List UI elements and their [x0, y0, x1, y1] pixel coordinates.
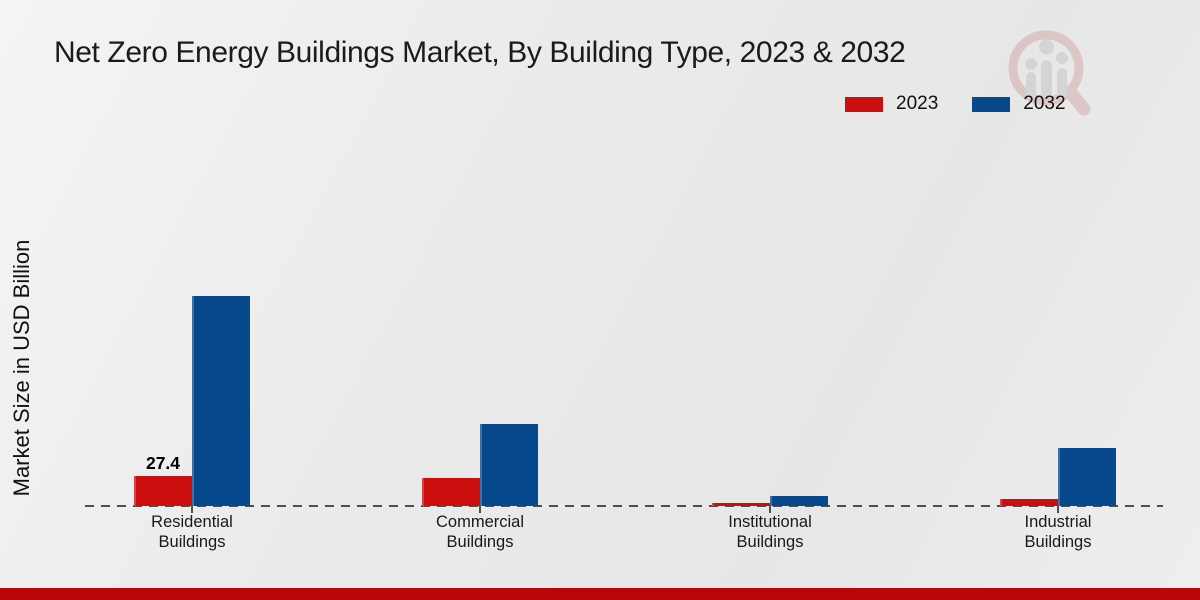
chart-title: Net Zero Energy Buildings Market, By Bui…: [54, 36, 906, 69]
x-axis-baseline: [85, 505, 1163, 507]
x-axis-tick: [479, 506, 481, 513]
bar-2032-commercial-buildings: [480, 424, 538, 506]
bar-2032-residential-buildings: [192, 296, 250, 506]
x-category-label-residential-buildings: Residential Buildings: [151, 513, 233, 551]
x-axis-tick: [1057, 506, 1059, 513]
x-category-label-institutional-buildings: Institutional Buildings: [728, 513, 812, 551]
legend-item-2023: 2023: [845, 93, 938, 115]
footer-red-band: [0, 588, 1200, 600]
legend-item-2032: 2032: [972, 93, 1066, 115]
legend-label: 2032: [1023, 93, 1066, 114]
legend-label: 2023: [896, 93, 939, 114]
bar-2023-industrial-buildings: [1000, 499, 1058, 506]
magnifier-bar-chart-logo-icon: [1008, 30, 1091, 116]
bar-2032-institutional-buildings: [770, 496, 828, 506]
x-category-label-industrial-buildings: Industrial Buildings: [1024, 513, 1092, 551]
bar-2023-residential-buildings: [134, 476, 192, 506]
x-axis-tick: [769, 506, 771, 513]
legend-swatch-2023: [845, 96, 883, 112]
legend-swatch-2032: [972, 96, 1011, 112]
bar-2032-industrial-buildings: [1058, 448, 1116, 506]
bar-2023-commercial-buildings: [422, 478, 480, 506]
legend: 2023 2032: [845, 93, 1066, 115]
bar-2023-institutional-buildings: [712, 503, 770, 506]
x-axis-tick: [191, 506, 193, 513]
bar-value-label: 27.4: [145, 453, 181, 473]
x-category-label-commercial-buildings: Commercial Buildings: [435, 513, 524, 551]
